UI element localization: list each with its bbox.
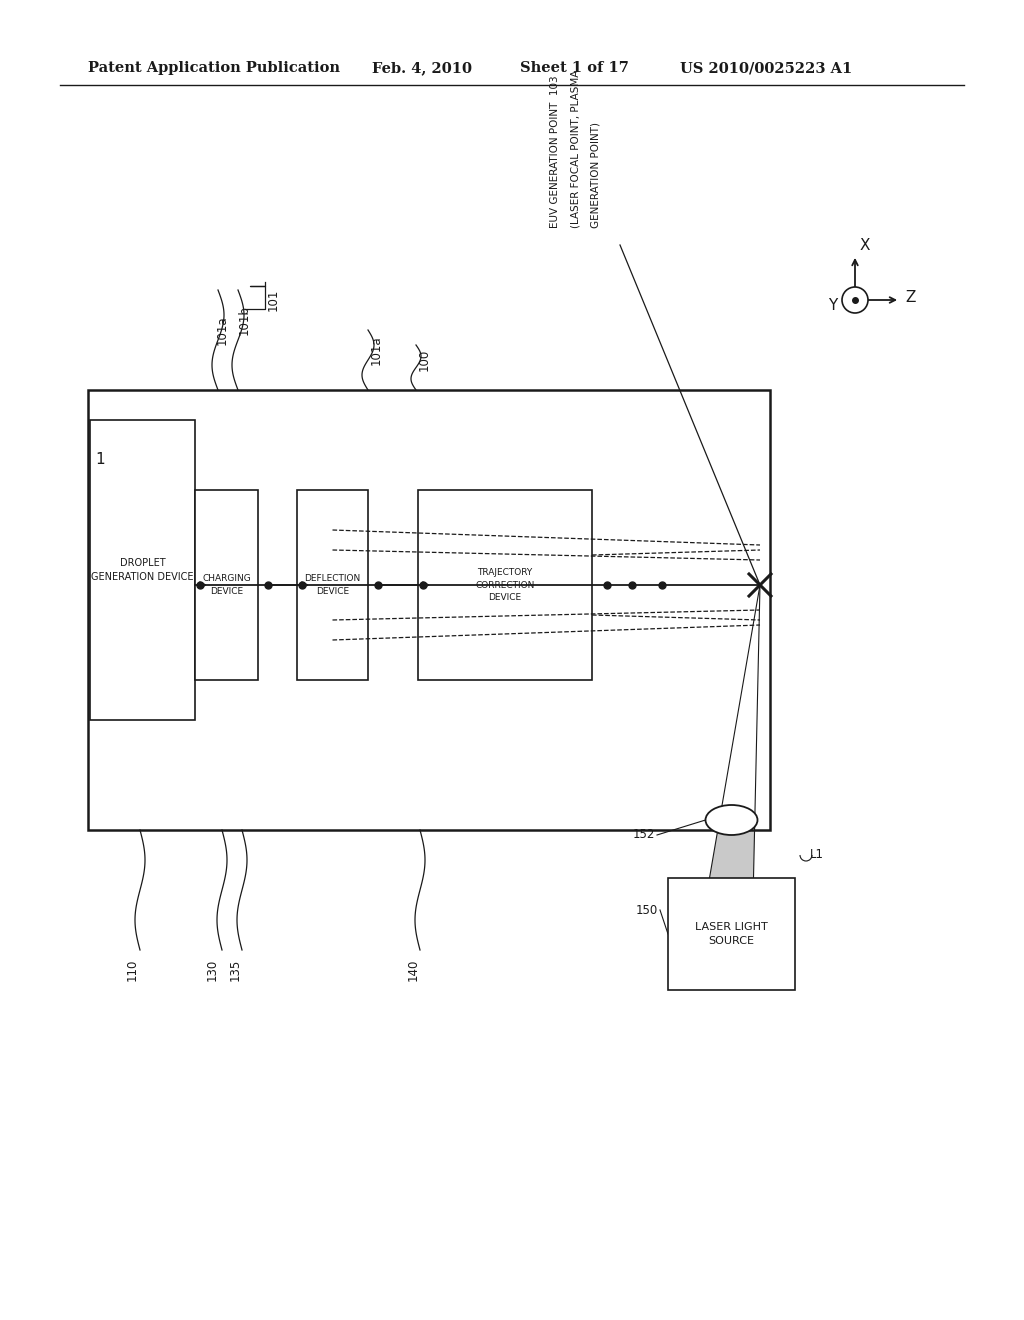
Bar: [297, 490, 368, 680]
Text: 135: 135: [228, 958, 242, 981]
Text: 152: 152: [633, 829, 655, 842]
Text: DROPLET
GENERATION DEVICE: DROPLET GENERATION DEVICE: [91, 558, 194, 582]
Bar: [195, 490, 258, 680]
Text: (LASER FOCAL POINT, PLASMA: (LASER FOCAL POINT, PLASMA: [570, 70, 580, 228]
Text: TRAJECTORY
CORRECTION
DEVICE: TRAJECTORY CORRECTION DEVICE: [475, 568, 535, 602]
Text: Y: Y: [827, 297, 837, 313]
Text: Z: Z: [905, 290, 915, 305]
Text: FIG.1: FIG.1: [100, 440, 162, 459]
Bar: [88, 389, 770, 830]
Text: CHARGING
DEVICE: CHARGING DEVICE: [202, 574, 251, 595]
Text: 101a: 101a: [370, 335, 383, 364]
Text: L1: L1: [810, 849, 824, 862]
Text: Patent Application Publication: Patent Application Publication: [88, 61, 340, 75]
Circle shape: [842, 286, 868, 313]
Bar: [418, 490, 592, 680]
Text: 101b: 101b: [238, 305, 251, 335]
Polygon shape: [710, 585, 760, 878]
Bar: [668, 878, 795, 990]
Text: 101: 101: [266, 289, 280, 312]
Text: LASER LIGHT
SOURCE: LASER LIGHT SOURCE: [695, 921, 768, 946]
Text: X: X: [860, 238, 870, 252]
Text: 140: 140: [407, 958, 420, 981]
Ellipse shape: [706, 805, 758, 836]
Text: DEFLECTION
DEVICE: DEFLECTION DEVICE: [304, 574, 360, 595]
Text: 1: 1: [95, 453, 104, 467]
Bar: [90, 420, 195, 719]
Text: US 2010/0025223 A1: US 2010/0025223 A1: [680, 61, 852, 75]
Text: Feb. 4, 2010: Feb. 4, 2010: [372, 61, 472, 75]
Text: 110: 110: [126, 958, 138, 981]
Text: 130: 130: [206, 958, 218, 981]
Text: EUV GENERATION POINT  103: EUV GENERATION POINT 103: [550, 75, 560, 228]
Text: 100: 100: [418, 348, 430, 371]
Text: 150: 150: [636, 903, 658, 916]
Text: 101a: 101a: [215, 315, 228, 345]
Text: Sheet 1 of 17: Sheet 1 of 17: [520, 61, 629, 75]
Text: GENERATION POINT): GENERATION POINT): [590, 121, 600, 228]
